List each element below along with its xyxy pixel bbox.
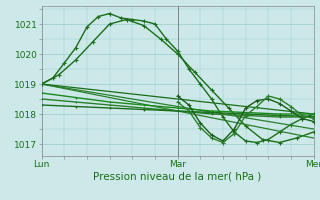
X-axis label: Pression niveau de la mer( hPa ): Pression niveau de la mer( hPa ) — [93, 172, 262, 182]
